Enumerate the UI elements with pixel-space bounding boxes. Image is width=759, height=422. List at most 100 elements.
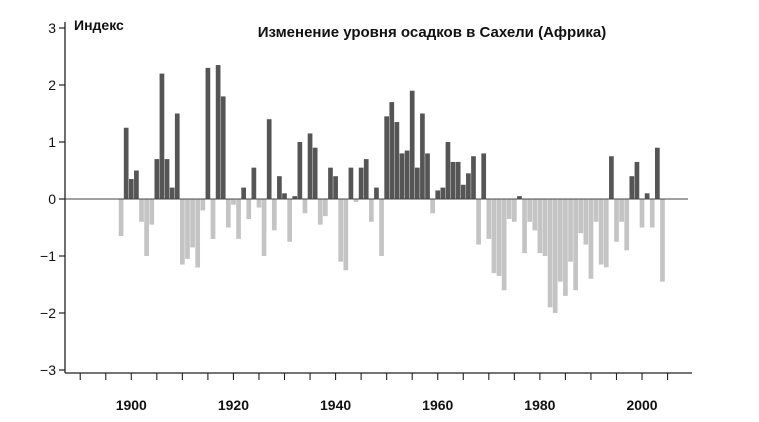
bar-positive [363,159,369,199]
bar-negative [379,199,384,256]
bar-negative [236,199,241,239]
bar-positive [655,147,660,199]
bar-negative [537,199,543,254]
bar-negative [527,199,533,222]
chart-title: Изменение уровня осадков в Сахели (Африк… [258,24,607,41]
y-tick-label: 3 [48,20,56,36]
bar-positive [312,147,318,199]
bar-negative [139,199,144,222]
bar-negative [593,199,599,222]
bar-negative [603,199,609,268]
bar-positive [282,193,287,199]
bar-negative [660,199,665,282]
y-tick-label: 1 [48,134,56,150]
bar-positive [205,67,211,200]
bar-positive [471,156,476,199]
bar-positive [128,179,134,199]
x-tick-label: 1960 [422,397,453,413]
bar-negative [542,199,548,256]
bar-positive [414,167,420,199]
bar-negative [557,199,563,282]
bar-positive [394,122,400,199]
y-tick-label: −2 [40,305,56,321]
bar-positive [460,184,466,199]
bar-positive [292,196,298,199]
bar-positive [348,167,354,199]
bar-positive [266,119,272,199]
bar-positive [159,73,165,199]
bar-negative [583,199,589,245]
bar-positive [389,102,395,199]
bar-positive [215,65,221,199]
x-tick-label: 2000 [626,397,657,413]
bar-positive [358,167,364,199]
bar-negative [210,199,216,239]
bar-negative [195,199,201,268]
bar-negative [353,199,359,202]
bar-negative [302,199,308,214]
bar-positive [333,176,338,199]
bar-negative [506,199,512,219]
y-tick-label: −3 [40,362,56,378]
bar-positive [220,96,226,199]
bar-negative [271,199,277,231]
bar-negative [578,199,584,234]
bar-positive [634,161,640,199]
bar-negative [256,199,262,208]
y-tick-label: −1 [40,248,56,264]
bar-negative [614,199,619,242]
bar-positive [164,159,170,199]
bar-negative [323,199,328,217]
bar-positive [644,193,650,199]
bar-negative [246,199,252,219]
bar-positive [328,167,333,199]
bar-positive [420,113,425,199]
bar-negative [588,199,594,279]
bar-negative [190,199,195,248]
bar-positive [445,142,451,199]
bar-negative [491,199,497,274]
bar-negative [368,199,374,222]
bar-negative [180,199,185,265]
bar-positive [174,113,180,199]
bar-positive [409,90,415,199]
bar-negative [287,199,292,242]
bar-negative [317,199,323,225]
bar-positive [399,153,405,199]
bar-negative [563,199,568,296]
y-tick-label: 0 [48,191,56,207]
bar-negative [338,199,344,262]
bar-negative [568,199,573,262]
bar-negative [512,199,517,222]
bar-negative [185,199,190,259]
bar-positive [466,173,471,199]
bar-positive [384,116,390,199]
bar-positive [517,196,522,199]
bar-positive [241,187,246,199]
x-tick-label: 1900 [116,397,147,413]
bar-positive [425,153,430,199]
bar-positive [435,190,441,199]
bar-negative [225,199,231,228]
bar-positive [307,133,313,199]
bar-negative [639,199,645,228]
bar-positive [629,176,635,199]
bar-negative [430,199,435,214]
bar-positive [374,187,379,199]
bar-positive [481,153,487,199]
bar-negative [522,199,527,254]
bar-negative [598,199,604,265]
bar-positive [123,127,129,199]
bar-positive [440,187,446,199]
bar-negative [573,199,578,291]
x-tick-label: 1920 [218,397,249,413]
bar-negative [532,199,538,231]
bar-positive [277,176,282,199]
bar-negative [343,199,349,271]
bar-negative [118,199,124,237]
bar-positive [251,167,257,199]
bar-negative [619,199,624,222]
bar-negative [496,199,502,276]
y-axis-label: Индекс [74,17,124,33]
